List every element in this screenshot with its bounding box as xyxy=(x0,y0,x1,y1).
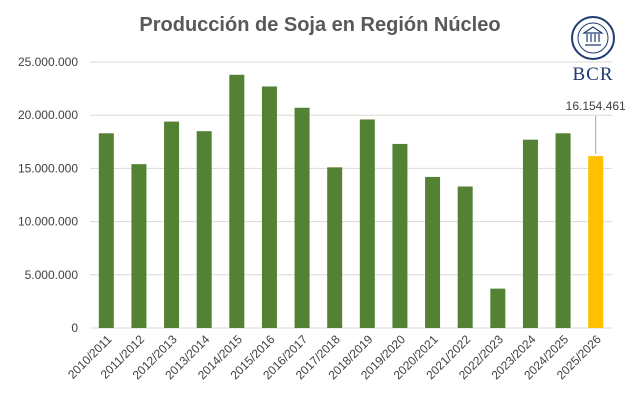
bar xyxy=(261,86,277,328)
bar xyxy=(555,133,571,328)
y-tick-label: 0 xyxy=(71,321,78,335)
bar xyxy=(196,131,212,328)
bar xyxy=(98,133,114,328)
bar xyxy=(392,143,408,328)
bar xyxy=(164,121,180,328)
data-label: 16.154.461 xyxy=(566,99,626,113)
bar xyxy=(229,74,245,328)
y-tick-label: 10.000.000 xyxy=(18,215,78,229)
bar xyxy=(327,167,343,328)
bcr-seal-icon xyxy=(571,16,615,60)
logo-text: BCR xyxy=(572,64,614,85)
bar xyxy=(490,288,506,328)
bar xyxy=(425,176,441,328)
y-tick-label: 5.000.000 xyxy=(25,268,79,282)
y-tick-label: 15.000.000 xyxy=(18,161,78,175)
y-tick-label: 25.000.000 xyxy=(18,55,78,69)
bar xyxy=(294,107,310,328)
bar xyxy=(588,156,604,328)
bar xyxy=(522,139,538,328)
bar xyxy=(131,164,147,328)
bar xyxy=(457,186,473,328)
bar xyxy=(359,119,375,329)
chart-title: Producción de Soja en Región Núcleo xyxy=(139,14,501,36)
y-tick-label: 20.000.000 xyxy=(18,108,78,122)
bcr-logo: BCR xyxy=(563,14,623,90)
